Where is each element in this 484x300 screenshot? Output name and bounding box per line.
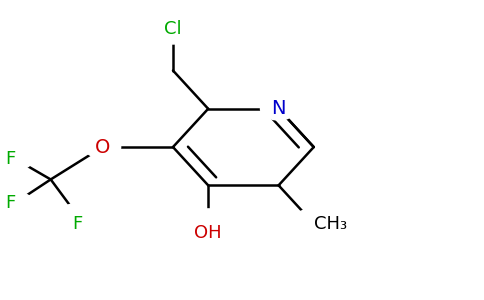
Text: Cl: Cl xyxy=(164,20,182,38)
Circle shape xyxy=(290,209,337,238)
Circle shape xyxy=(0,192,33,214)
Text: OH: OH xyxy=(195,224,222,242)
Text: F: F xyxy=(5,194,15,212)
Circle shape xyxy=(260,98,297,120)
Circle shape xyxy=(59,204,95,226)
Circle shape xyxy=(184,209,232,238)
Text: CH₃: CH₃ xyxy=(314,214,347,232)
Text: O: O xyxy=(95,138,110,157)
Circle shape xyxy=(149,15,197,44)
Text: F: F xyxy=(72,215,82,233)
Text: F: F xyxy=(5,150,15,168)
Circle shape xyxy=(0,148,33,170)
Text: N: N xyxy=(272,99,286,118)
Circle shape xyxy=(85,136,121,158)
